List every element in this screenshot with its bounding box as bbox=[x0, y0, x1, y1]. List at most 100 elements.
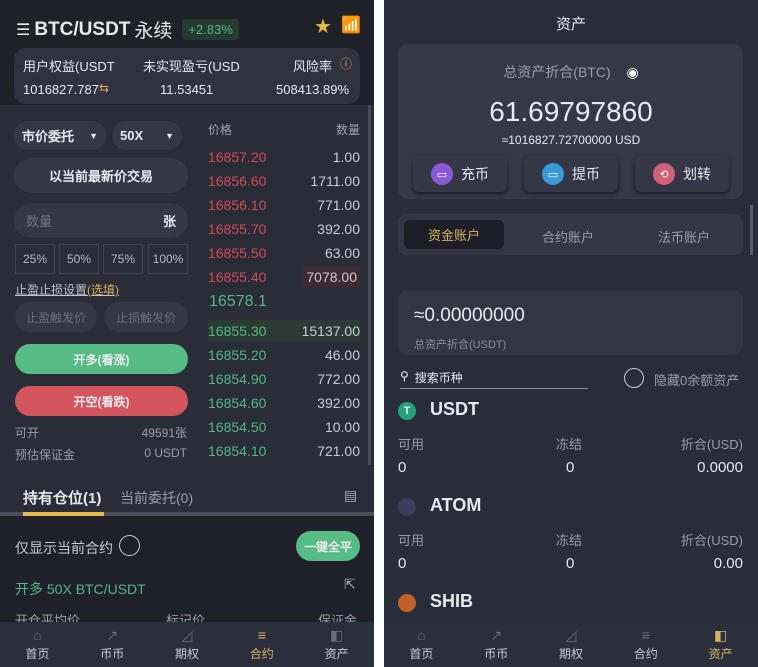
tab-fiat-account[interactable]: 法币账户 bbox=[658, 230, 711, 245]
search-input[interactable]: ⚲ 搜索币种 bbox=[400, 369, 588, 389]
total-btc: 61.69797860 bbox=[489, 96, 653, 127]
futures-icon: ≡ bbox=[641, 627, 650, 643]
tab-divider bbox=[0, 512, 374, 516]
transfer-icon[interactable]: ⇆ bbox=[99, 81, 110, 95]
available-label: 可开 bbox=[15, 426, 40, 440]
ask-row[interactable]: 16857.20 1.00 bbox=[208, 149, 360, 165]
total-usd: ≈1016827.72700000 USD bbox=[501, 133, 641, 147]
open-long-button[interactable]: 开多(看涨) bbox=[15, 344, 188, 374]
nav-assets[interactable]: ◧ 资产 bbox=[324, 627, 349, 661]
ask-row[interactable]: 16856.60 1711.00 bbox=[208, 173, 360, 189]
wallet-icon: ◧ bbox=[329, 627, 344, 643]
usd-value: 0.00 bbox=[713, 555, 743, 572]
open-short-button[interactable]: 开空(看跌) bbox=[15, 386, 188, 416]
frozen-value: 0 bbox=[566, 555, 575, 572]
percent-50-button[interactable]: 50% bbox=[59, 244, 99, 274]
usdt-total-label: 总资产折合(USDT) bbox=[414, 339, 507, 351]
withdraw-button[interactable]: ▭ 提币 bbox=[524, 156, 618, 192]
available-label: 可用 bbox=[398, 533, 425, 548]
stop-loss-input[interactable]: 止损触发价 bbox=[104, 302, 188, 332]
pnl-label: 未实现盈亏(USD bbox=[143, 59, 240, 74]
scrollbar[interactable] bbox=[368, 105, 371, 465]
bid-row[interactable]: 16854.50 10.00 bbox=[208, 419, 360, 435]
info-icon[interactable]: ⓘ bbox=[340, 57, 353, 71]
chevron-down-icon: ▼ bbox=[89, 130, 98, 141]
nav-futures[interactable]: ≡ 合约 bbox=[249, 627, 274, 661]
bottom-nav: ⌂ 首页 ↗ 币币 ◿ 期权 ≡ 合约 ◧ 资产 bbox=[384, 622, 758, 667]
bid-row[interactable]: 16854.60 392.00 bbox=[208, 395, 360, 411]
nav-home[interactable]: ⌂ 首页 bbox=[25, 627, 50, 661]
star-icon[interactable]: ★ bbox=[314, 16, 332, 38]
usdt-total-card bbox=[398, 290, 743, 355]
close-all-button[interactable]: 一键全平 bbox=[296, 531, 360, 561]
leverage-select[interactable]: 50X ▼ bbox=[112, 121, 182, 150]
nav-spot[interactable]: ↗ 币币 bbox=[484, 627, 509, 661]
bid-row[interactable]: 16855.20 46.00 bbox=[208, 347, 360, 363]
atom-coin-icon bbox=[398, 498, 416, 516]
hide-zero-checkbox[interactable] bbox=[624, 368, 644, 388]
contract-title[interactable]: ☰ BTC/USDT 永续 +2.83% bbox=[16, 16, 239, 43]
coin-name[interactable]: USDT bbox=[430, 399, 479, 419]
futures-icon: ≡ bbox=[257, 627, 266, 643]
market-trade-button[interactable]: 以当前最新价交易 bbox=[14, 158, 188, 193]
search-icon: ⚲ bbox=[400, 369, 409, 383]
nav-options[interactable]: ◿ 期权 bbox=[558, 627, 583, 661]
bottom-nav: ⌂ 首页 ↗ 币币 ◿ 期权 ≡ 合约 ◧ 资产 bbox=[0, 622, 374, 667]
nav-assets[interactable]: ◧ 资产 bbox=[708, 627, 733, 661]
tab-futures-account[interactable]: 合约账户 bbox=[542, 230, 595, 245]
usdt-total: ≈0.00000000 bbox=[414, 305, 525, 326]
tpsl-link[interactable]: 止盈止损设置(选填) bbox=[15, 283, 120, 297]
nav-home[interactable]: ⌂ 首页 bbox=[409, 627, 434, 661]
percent-100-button[interactable]: 100% bbox=[148, 244, 188, 274]
bid-row[interactable]: 16854.90 772.00 bbox=[208, 371, 360, 387]
document-icon[interactable]: ▤ bbox=[344, 487, 358, 503]
transfer-button[interactable]: ⟲ 划转 bbox=[635, 156, 729, 192]
frozen-label: 冻结 bbox=[556, 437, 583, 452]
orderbook-header: 价格 数量 bbox=[208, 123, 360, 137]
ask-row[interactable]: 16856.10 771.00 bbox=[208, 197, 360, 213]
share-icon[interactable]: ⇱ bbox=[344, 576, 356, 592]
eye-icon[interactable]: ◉ bbox=[626, 64, 639, 80]
last-price: 16578.1 bbox=[209, 293, 267, 310]
futures-panel: ☰ BTC/USDT 永续 +2.83% ★ 📶 用户权益(USDT 10168… bbox=[0, 0, 374, 667]
quantity-input[interactable]: 数量张 bbox=[14, 203, 188, 238]
deposit-button[interactable]: ▭ 充币 bbox=[413, 156, 507, 192]
tab-indicator bbox=[23, 512, 104, 516]
scrollbar[interactable] bbox=[750, 205, 753, 255]
ask-row[interactable]: 16855.70 392.00 bbox=[208, 221, 360, 237]
menu-icon[interactable]: ☰ bbox=[16, 21, 31, 39]
only-current-checkbox[interactable] bbox=[119, 535, 140, 556]
position-title: 开多 50X BTC/USDT bbox=[15, 581, 146, 597]
coin-name[interactable]: ATOM bbox=[430, 495, 482, 515]
nav-options[interactable]: ◿ 期权 bbox=[174, 627, 199, 661]
bid-row[interactable]: 16855.30 15137.00 bbox=[208, 320, 360, 342]
coin-name[interactable]: SHIB bbox=[430, 591, 474, 611]
risk-label: 风险率 bbox=[293, 59, 333, 74]
home-icon: ⌂ bbox=[33, 627, 42, 643]
percent-75-button[interactable]: 75% bbox=[103, 244, 143, 274]
available-label: 可用 bbox=[398, 437, 425, 452]
nav-spot[interactable]: ↗ 币币 bbox=[100, 627, 125, 661]
transfer-icon: ⟲ bbox=[653, 163, 675, 185]
options-icon: ◿ bbox=[181, 627, 193, 643]
page-title: 资产 bbox=[555, 16, 586, 33]
tab-positions[interactable]: 持有仓位(1) bbox=[23, 490, 102, 507]
change-badge: +2.83% bbox=[182, 19, 239, 40]
ask-row[interactable]: 16855.40 7078.00 bbox=[208, 266, 360, 288]
frozen-label: 冻结 bbox=[556, 533, 583, 548]
chart-icon[interactable]: 📶 bbox=[341, 17, 361, 34]
frozen-value: 0 bbox=[566, 459, 575, 476]
trend-icon: ↗ bbox=[106, 627, 119, 643]
tab-funding-account[interactable]: 资金账户 bbox=[404, 220, 504, 249]
bid-row[interactable]: 16854.10 721.00 bbox=[208, 443, 360, 459]
usd-value: 0.0000 bbox=[697, 459, 743, 476]
usdt-coin-icon: T bbox=[398, 402, 416, 420]
tab-open-orders[interactable]: 当前委托(0) bbox=[120, 490, 194, 506]
nav-futures[interactable]: ≡ 合约 bbox=[633, 627, 658, 661]
take-profit-input[interactable]: 止盈触发价 bbox=[15, 302, 97, 332]
deposit-icon: ▭ bbox=[431, 163, 453, 185]
percent-25-button[interactable]: 25% bbox=[15, 244, 55, 274]
available-value: 49591张 bbox=[141, 426, 187, 440]
ask-row[interactable]: 16855.50 63.00 bbox=[208, 245, 360, 261]
order-type-select[interactable]: 市价委托 ▼ bbox=[14, 121, 106, 150]
